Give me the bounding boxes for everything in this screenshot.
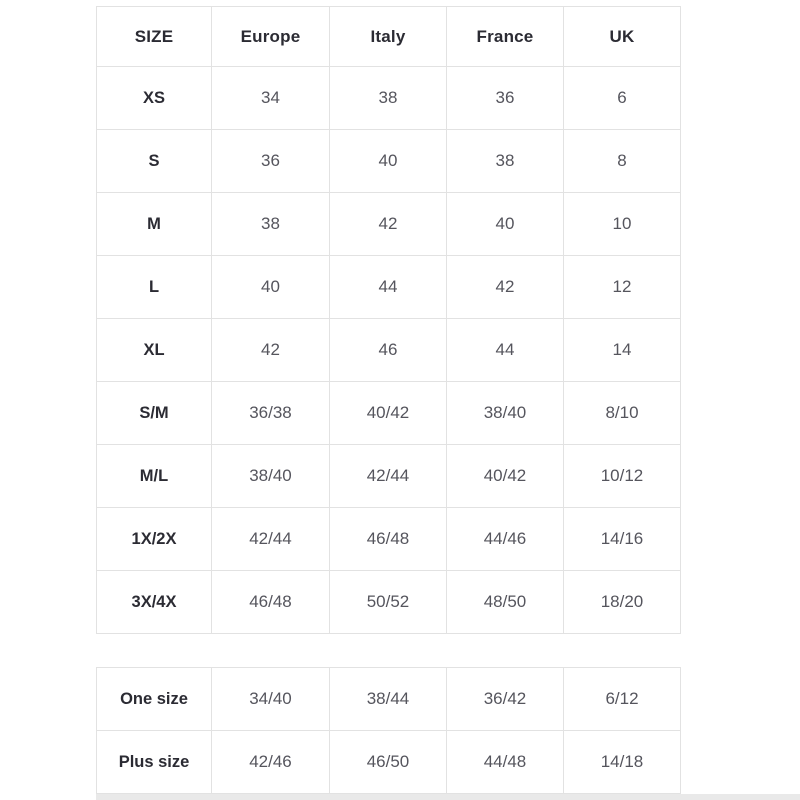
size-value-cell: 40/42 bbox=[446, 444, 564, 508]
size-label-cell: XL bbox=[96, 318, 212, 382]
size-value-cell: 44 bbox=[329, 255, 447, 319]
size-value-cell: 46/48 bbox=[211, 570, 330, 634]
column-header-france: France bbox=[446, 6, 564, 67]
table-row: S 36 40 38 8 bbox=[96, 129, 681, 193]
size-value-cell: 8 bbox=[563, 129, 681, 193]
size-value-cell: 44/46 bbox=[446, 507, 564, 571]
header-row: SIZE Europe Italy France UK bbox=[96, 6, 681, 67]
size-value-cell: 38/40 bbox=[446, 381, 564, 445]
size-value-cell: 42 bbox=[211, 318, 330, 382]
table-row: L 40 44 42 12 bbox=[96, 255, 681, 319]
size-label-cell: Plus size bbox=[96, 730, 212, 794]
size-value-cell: 46/48 bbox=[329, 507, 447, 571]
size-label-cell: M bbox=[96, 192, 212, 256]
size-value-cell: 38 bbox=[211, 192, 330, 256]
size-value-cell: 36 bbox=[446, 66, 564, 130]
size-value-cell: 38 bbox=[329, 66, 447, 130]
special-sizes-table: One size 34/40 38/44 36/42 6/12 Plus siz… bbox=[96, 667, 681, 794]
table-row: XS 34 38 36 6 bbox=[96, 66, 681, 130]
size-value-cell: 44/48 bbox=[446, 730, 564, 794]
size-value-cell: 42 bbox=[446, 255, 564, 319]
size-value-cell: 38/44 bbox=[329, 667, 447, 731]
table-row: M/L 38/40 42/44 40/42 10/12 bbox=[96, 444, 681, 508]
size-value-cell: 42 bbox=[329, 192, 447, 256]
size-value-cell: 42/44 bbox=[211, 507, 330, 571]
table-row: 1X/2X 42/44 46/48 44/46 14/16 bbox=[96, 507, 681, 571]
size-value-cell: 10/12 bbox=[563, 444, 681, 508]
table-row: S/M 36/38 40/42 38/40 8/10 bbox=[96, 381, 681, 445]
size-value-cell: 36 bbox=[211, 129, 330, 193]
size-label-cell: 3X/4X bbox=[96, 570, 212, 634]
size-value-cell: 14 bbox=[563, 318, 681, 382]
size-value-cell: 18/20 bbox=[563, 570, 681, 634]
size-conversion-table: SIZE Europe Italy France UK XS 34 38 36 … bbox=[96, 6, 681, 634]
size-value-cell: 14/18 bbox=[563, 730, 681, 794]
size-value-cell: 40 bbox=[211, 255, 330, 319]
size-value-cell: 40 bbox=[329, 129, 447, 193]
column-header-uk: UK bbox=[563, 6, 681, 67]
size-label-cell: XS bbox=[96, 66, 212, 130]
size-value-cell: 48/50 bbox=[446, 570, 564, 634]
table-row: XL 42 46 44 14 bbox=[96, 318, 681, 382]
size-value-cell: 40 bbox=[446, 192, 564, 256]
size-value-cell: 6 bbox=[563, 66, 681, 130]
size-label-cell: One size bbox=[96, 667, 212, 731]
size-value-cell: 36/38 bbox=[211, 381, 330, 445]
size-label-cell: L bbox=[96, 255, 212, 319]
size-value-cell: 46 bbox=[329, 318, 447, 382]
column-header-italy: Italy bbox=[329, 6, 447, 67]
table-row: One size 34/40 38/44 36/42 6/12 bbox=[96, 667, 681, 731]
size-value-cell: 6/12 bbox=[563, 667, 681, 731]
size-label-cell: S bbox=[96, 129, 212, 193]
size-value-cell: 36/42 bbox=[446, 667, 564, 731]
size-value-cell: 44 bbox=[446, 318, 564, 382]
size-value-cell: 34/40 bbox=[211, 667, 330, 731]
table-row: Plus size 42/46 46/50 44/48 14/18 bbox=[96, 730, 681, 794]
size-value-cell: 38 bbox=[446, 129, 564, 193]
size-value-cell: 14/16 bbox=[563, 507, 681, 571]
column-header-size: SIZE bbox=[96, 6, 212, 67]
size-value-cell: 42/44 bbox=[329, 444, 447, 508]
size-label-cell: 1X/2X bbox=[96, 507, 212, 571]
page-bottom-divider bbox=[96, 794, 800, 800]
size-label-cell: M/L bbox=[96, 444, 212, 508]
table-row: M 38 42 40 10 bbox=[96, 192, 681, 256]
table-row: 3X/4X 46/48 50/52 48/50 18/20 bbox=[96, 570, 681, 634]
size-value-cell: 40/42 bbox=[329, 381, 447, 445]
size-label-cell: S/M bbox=[96, 381, 212, 445]
size-value-cell: 46/50 bbox=[329, 730, 447, 794]
column-header-europe: Europe bbox=[211, 6, 330, 67]
size-value-cell: 50/52 bbox=[329, 570, 447, 634]
size-value-cell: 34 bbox=[211, 66, 330, 130]
size-value-cell: 42/46 bbox=[211, 730, 330, 794]
size-value-cell: 8/10 bbox=[563, 381, 681, 445]
size-value-cell: 12 bbox=[563, 255, 681, 319]
size-value-cell: 38/40 bbox=[211, 444, 330, 508]
size-value-cell: 10 bbox=[563, 192, 681, 256]
